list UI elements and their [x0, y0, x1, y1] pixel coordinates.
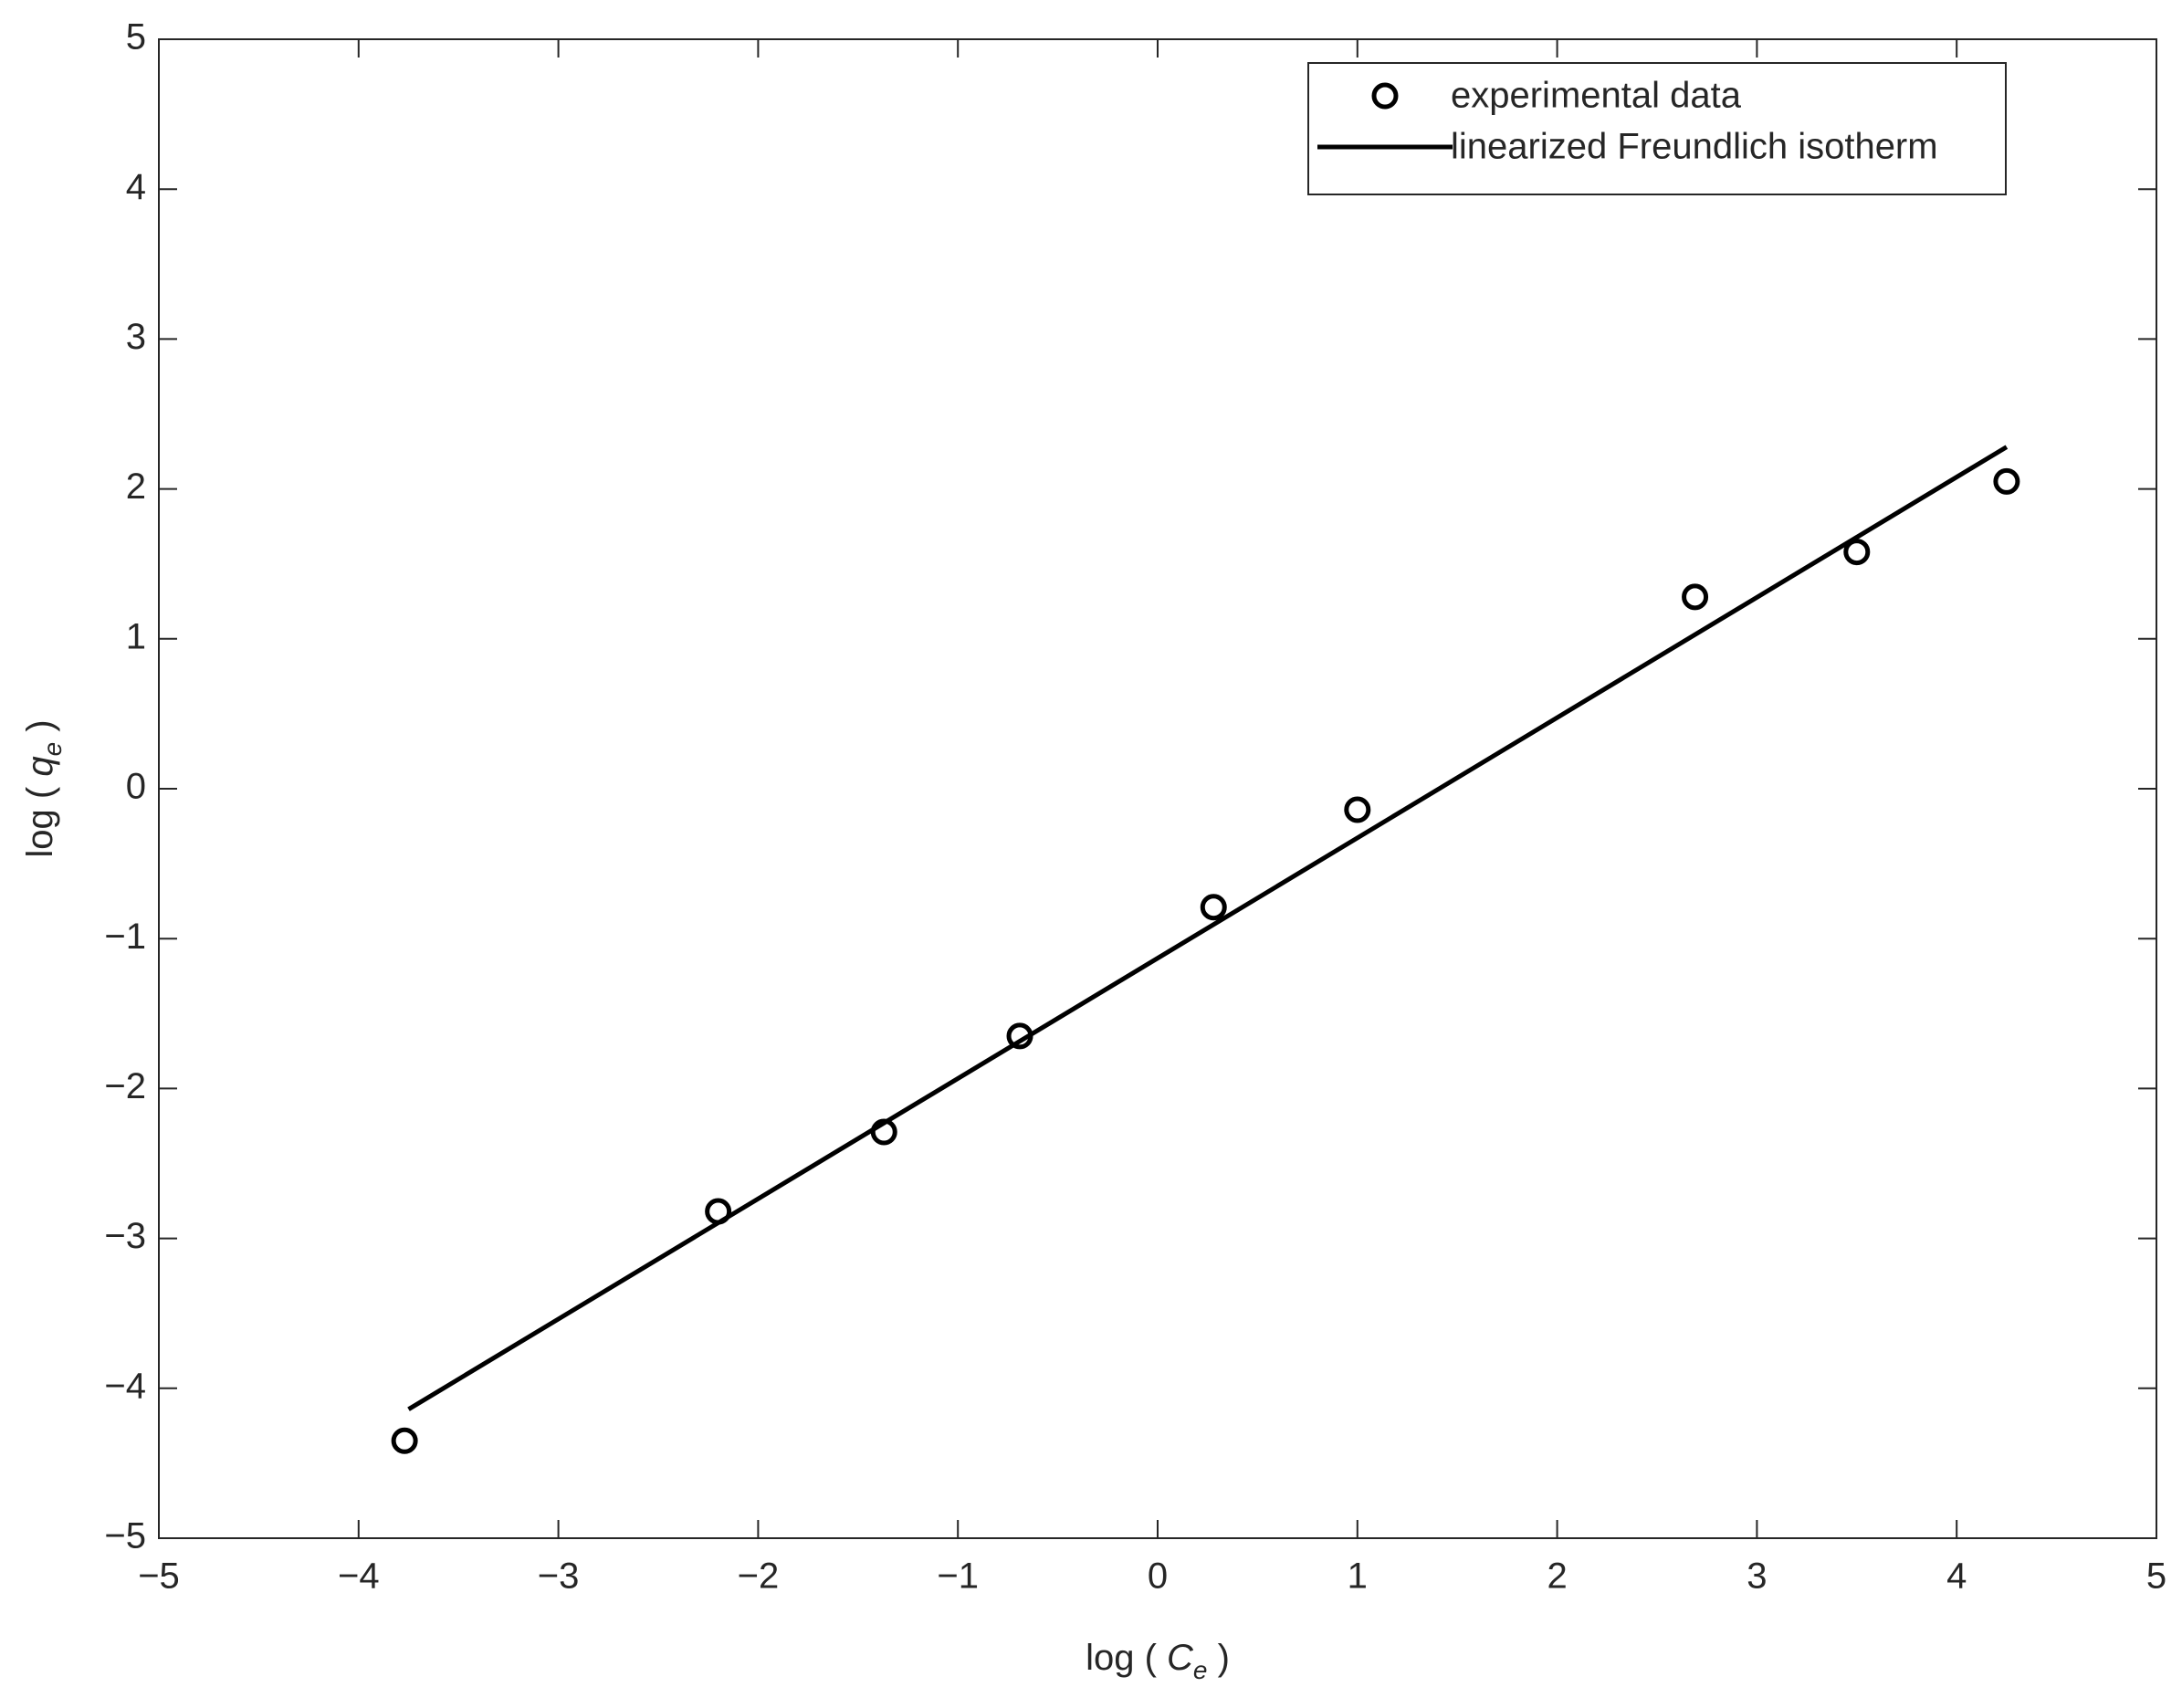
y-axis-label-sub: e [38, 742, 67, 757]
y-tick-label: 5 [126, 17, 146, 58]
x-tick-label: 5 [2146, 1556, 2166, 1597]
y-axis-label: log ( qe ) [20, 719, 68, 857]
y-tick-label: −5 [104, 1516, 146, 1556]
x-axis-label-text: log ( [1086, 1638, 1167, 1678]
x-tick-label: 1 [1348, 1556, 1368, 1597]
x-axis-label-sub: e [1193, 1656, 1208, 1684]
legend-label: experimental data [1451, 76, 1742, 116]
x-tick-label: −3 [538, 1556, 580, 1597]
y-axis-label-var: q [20, 756, 60, 776]
data-point [391, 1427, 418, 1454]
data-point [1200, 894, 1227, 921]
x-tick-label: 3 [1747, 1556, 1767, 1597]
data-point [1682, 583, 1709, 611]
legend-label: linearized Freundlich isotherm [1451, 127, 1938, 167]
legend-swatch [1371, 82, 1399, 110]
y-tick-label: −3 [104, 1216, 146, 1256]
y-tick-label: 1 [126, 616, 146, 656]
x-tick-label: −1 [937, 1556, 979, 1597]
y-axis-label-text: log ( [20, 777, 60, 858]
y-tick-label: 0 [126, 767, 146, 807]
x-tick-label: 4 [1946, 1556, 1967, 1597]
y-tick-label: −1 [104, 917, 146, 957]
y-tick-label: 3 [126, 317, 146, 357]
y-tick-label: 4 [126, 167, 146, 207]
data-point [1993, 467, 2020, 495]
data-point [1344, 796, 1371, 823]
x-tick-label: −5 [138, 1556, 180, 1597]
legend-box [1307, 62, 2007, 195]
y-tick-label: −4 [104, 1366, 146, 1406]
x-tick-label: −4 [338, 1556, 380, 1597]
y-axis-label-close: ) [20, 719, 60, 741]
data-point [1843, 539, 1871, 566]
x-axis-label: log ( Ce ) [1086, 1638, 1230, 1685]
y-tick-label: 2 [126, 466, 146, 507]
x-tick-label: 2 [1547, 1556, 1567, 1597]
x-axis-label-close: ) [1207, 1638, 1229, 1678]
legend: experimental data linearized Freundlich i… [1307, 62, 2007, 195]
x-tick-label: −2 [738, 1556, 780, 1597]
x-tick-label: 0 [1148, 1556, 1168, 1597]
fit-line [407, 445, 2009, 1411]
y-tick-label: −2 [104, 1066, 146, 1106]
x-axis-label-var: C [1167, 1638, 1194, 1678]
